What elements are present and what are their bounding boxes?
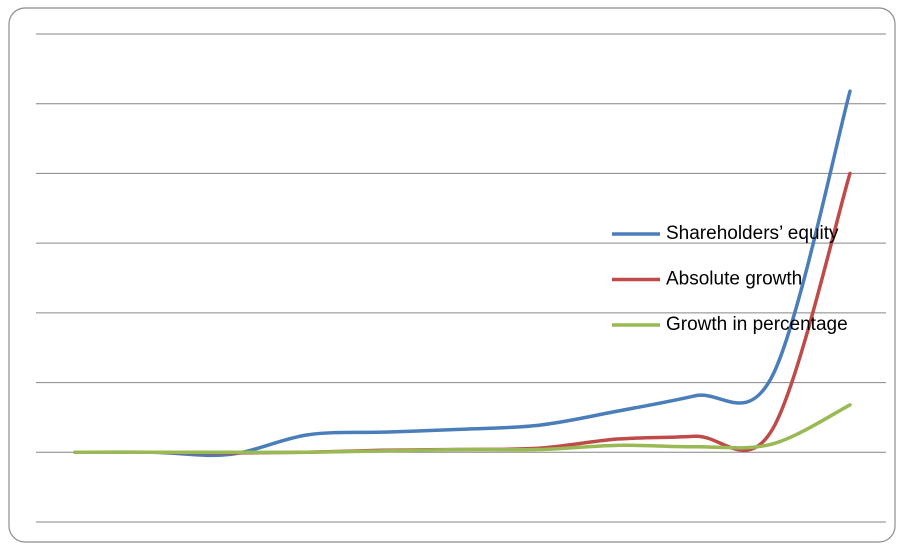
legend-label: Growth in percentage [666, 314, 848, 335]
series-line [73, 403, 852, 455]
legend-label: Absolute growth [666, 269, 802, 290]
legend: Shareholders’ equity Absolute growth Growt… [612, 223, 848, 335]
series-line [73, 89, 852, 458]
lines [73, 89, 852, 458]
chart-frame [8, 7, 896, 543]
legend-label: Shareholders’ equity [666, 223, 839, 244]
